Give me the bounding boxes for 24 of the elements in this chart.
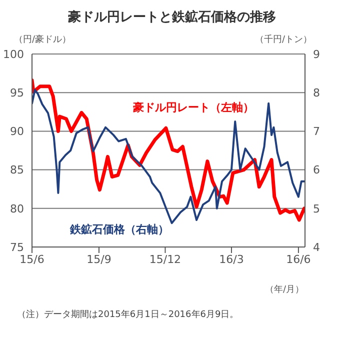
y-tick-label: 90 xyxy=(10,125,24,138)
text: 豪ドル円レート（左軸） xyxy=(133,100,254,115)
x-tick-label: 15/6 xyxy=(20,252,44,266)
y2-axis-title: （千円/トン） xyxy=(255,34,312,46)
x-axis-title: （年/月） xyxy=(265,284,304,296)
y2-tick-label: 5 xyxy=(313,202,320,216)
y-axis-title: （円/豪ドル） xyxy=(14,34,72,46)
y2-tick-label: 7 xyxy=(313,125,320,138)
y2-tick-label: 4 xyxy=(313,240,320,254)
y-tick-label: 85 xyxy=(10,164,24,177)
chart-title: 豪ドル円レートと鉄鉱石価格の推移 xyxy=(67,8,277,26)
y-tick-label: 100 xyxy=(3,48,24,61)
y-tick-label: 95 xyxy=(10,86,24,100)
x-tick-label: 16/6 xyxy=(286,252,311,266)
x-tick-label: 16/3 xyxy=(219,252,244,266)
y-tick-label: 80 xyxy=(10,202,24,216)
text: （注）データ期間は2015年6月1日～2016年6月9日。 xyxy=(17,308,239,321)
series-label: 鉄鉱石価格（右軸） xyxy=(70,222,169,237)
x-tick-label: 15/9 xyxy=(86,252,112,266)
y2-tick-label: 6 xyxy=(313,164,320,177)
y-tick-label: 75 xyxy=(10,240,24,254)
y2-tick-label: 9 xyxy=(313,48,320,61)
x-tick-label: 15/12 xyxy=(149,252,182,266)
y2-tick-label: 8 xyxy=(313,86,320,100)
